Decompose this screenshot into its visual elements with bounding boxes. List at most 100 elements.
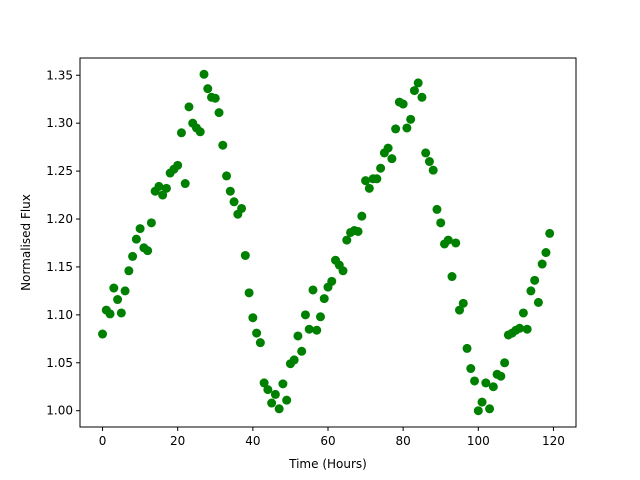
data-point (500, 358, 510, 368)
data-point (312, 325, 322, 335)
data-point (421, 148, 431, 158)
data-point (545, 228, 555, 238)
data-point (214, 108, 224, 118)
x-tick-label: 20 (170, 434, 185, 448)
y-tick-label: 1.20 (46, 212, 73, 226)
data-point (124, 266, 134, 276)
x-axis-label: Time (Hours) (288, 457, 367, 471)
data-point (184, 102, 194, 112)
data-point (304, 324, 314, 334)
data-point (406, 114, 416, 124)
x-tick-label: 0 (99, 434, 107, 448)
data-point (293, 331, 303, 341)
data-point (252, 328, 262, 338)
data-point (154, 181, 164, 191)
data-point (319, 294, 329, 304)
data-point (458, 298, 468, 308)
data-point (443, 235, 453, 245)
data-point (225, 186, 235, 196)
data-point (173, 160, 183, 170)
y-tick-label: 1.35 (46, 68, 73, 82)
data-point (398, 99, 408, 109)
data-point (451, 238, 461, 248)
data-point (473, 406, 483, 416)
y-axis-label: Normalised Flux (19, 194, 33, 291)
data-point (481, 378, 491, 388)
data-point (537, 259, 547, 269)
data-point (515, 323, 525, 333)
data-point (131, 234, 141, 244)
data-point (158, 190, 168, 200)
data-point (338, 266, 348, 276)
data-point (255, 338, 265, 348)
data-point (485, 404, 495, 414)
data-point (113, 295, 123, 305)
data-point (109, 283, 119, 293)
data-point (361, 176, 371, 186)
data-point (533, 297, 543, 307)
data-point (315, 312, 325, 322)
y-tick-label: 1.15 (46, 260, 73, 274)
data-point (218, 140, 228, 150)
y-tick-label: 1.05 (46, 356, 73, 370)
data-point (462, 343, 472, 353)
data-point (455, 305, 465, 315)
data-point (199, 69, 209, 79)
data-point (161, 183, 171, 193)
data-point (263, 385, 273, 395)
data-point (195, 127, 205, 137)
data-point (496, 371, 506, 381)
data-point (402, 123, 412, 133)
data-point (270, 389, 280, 399)
data-point (210, 93, 220, 103)
data-point (143, 246, 153, 256)
x-tick-label: 40 (245, 434, 260, 448)
data-point (417, 92, 427, 102)
data-point (98, 329, 108, 339)
data-point (428, 165, 438, 175)
data-point (526, 286, 536, 296)
data-point (391, 124, 401, 134)
y-tick-label: 1.00 (46, 404, 73, 418)
x-tick-label: 120 (542, 434, 565, 448)
x-tick-label: 80 (396, 434, 411, 448)
data-point (146, 218, 156, 228)
data-point (278, 379, 288, 389)
data-point (308, 285, 318, 295)
data-point (244, 288, 254, 298)
data-point (237, 203, 247, 213)
data-point (274, 404, 284, 414)
data-point (353, 226, 363, 236)
data-point (387, 154, 397, 164)
data-point (522, 324, 532, 334)
data-point (176, 128, 186, 138)
y-axis-ticks: 1.00 1.05 1.10 1.15 1.20 1.25 1.30 1.35 (46, 68, 80, 418)
data-point (135, 224, 145, 234)
data-point (488, 382, 498, 392)
x-tick-label: 60 (320, 434, 335, 448)
data-point (229, 197, 239, 207)
data-point (530, 275, 540, 285)
x-tick-label: 100 (467, 434, 490, 448)
data-point (477, 397, 487, 407)
data-point (222, 171, 232, 181)
data-point (432, 204, 442, 214)
data-point (541, 248, 551, 258)
data-point (116, 308, 126, 318)
data-point (297, 346, 307, 356)
data-point (424, 157, 434, 167)
data-point (436, 218, 446, 228)
data-point (105, 309, 115, 319)
data-point (128, 251, 138, 261)
data-point (518, 308, 528, 318)
data-point (447, 272, 457, 282)
data-point (364, 183, 374, 193)
data-point (248, 313, 258, 323)
data-point (203, 84, 213, 94)
data-point (289, 355, 299, 365)
data-point (240, 250, 250, 260)
data-point (376, 163, 386, 173)
data-point (466, 364, 476, 374)
data-point (120, 286, 130, 296)
